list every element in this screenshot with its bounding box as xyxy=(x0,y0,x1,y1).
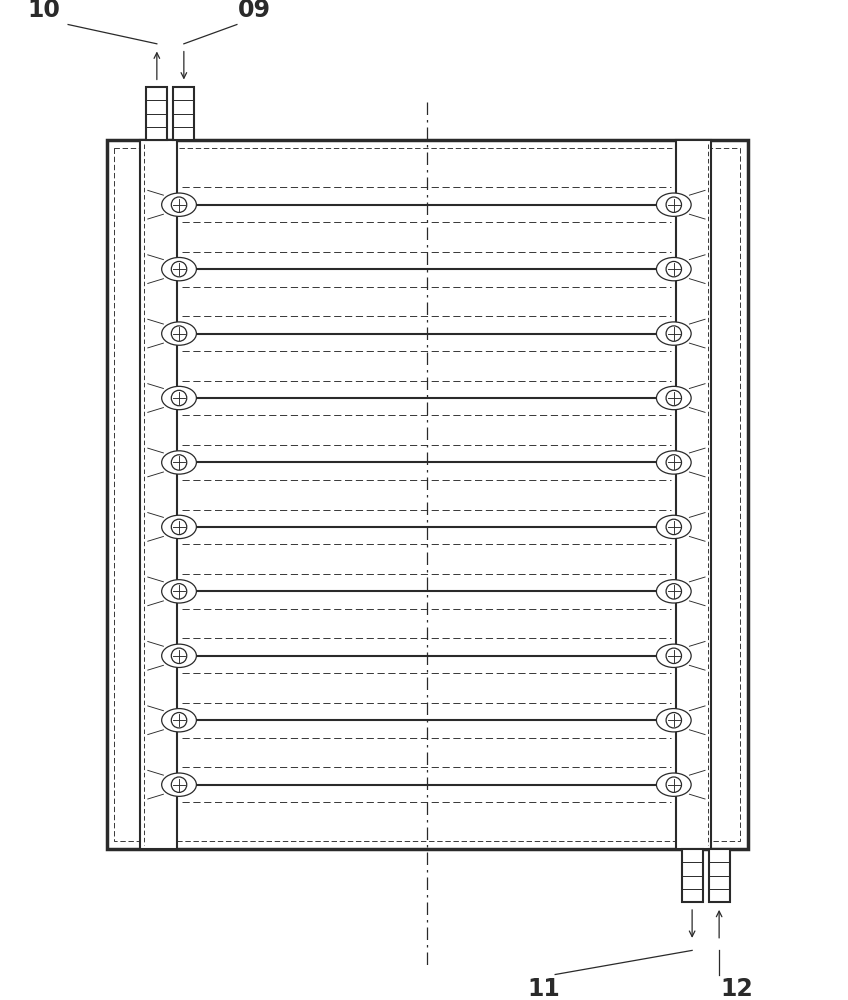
Ellipse shape xyxy=(656,322,691,345)
Text: 11: 11 xyxy=(527,977,560,1000)
Circle shape xyxy=(666,648,682,664)
Ellipse shape xyxy=(162,386,197,410)
Text: 10: 10 xyxy=(28,0,60,22)
Circle shape xyxy=(666,326,682,341)
Bar xyxy=(676,140,711,849)
Circle shape xyxy=(666,777,682,792)
Circle shape xyxy=(171,584,187,599)
Circle shape xyxy=(171,326,187,341)
Bar xyxy=(141,140,177,849)
Ellipse shape xyxy=(656,257,691,281)
Circle shape xyxy=(666,584,682,599)
Circle shape xyxy=(171,648,187,664)
Ellipse shape xyxy=(656,580,691,603)
Circle shape xyxy=(666,455,682,470)
Circle shape xyxy=(666,261,682,277)
Ellipse shape xyxy=(656,644,691,667)
Circle shape xyxy=(171,261,187,277)
Ellipse shape xyxy=(656,386,691,410)
Bar xyxy=(114,148,740,841)
Circle shape xyxy=(171,390,187,406)
Ellipse shape xyxy=(656,193,691,216)
Circle shape xyxy=(666,713,682,728)
Ellipse shape xyxy=(656,709,691,732)
Bar xyxy=(682,849,703,902)
Bar xyxy=(146,87,167,140)
Ellipse shape xyxy=(656,515,691,539)
Ellipse shape xyxy=(162,773,197,796)
Bar xyxy=(173,87,194,140)
Ellipse shape xyxy=(162,644,197,667)
Ellipse shape xyxy=(162,193,197,216)
Bar xyxy=(107,140,748,849)
Ellipse shape xyxy=(162,322,197,345)
Circle shape xyxy=(171,777,187,792)
Circle shape xyxy=(171,455,187,470)
Ellipse shape xyxy=(162,451,197,474)
Ellipse shape xyxy=(162,515,197,539)
Ellipse shape xyxy=(162,257,197,281)
Circle shape xyxy=(171,713,187,728)
Text: 12: 12 xyxy=(720,977,753,1000)
Ellipse shape xyxy=(162,580,197,603)
Circle shape xyxy=(666,197,682,212)
Ellipse shape xyxy=(162,709,197,732)
Circle shape xyxy=(171,197,187,212)
Ellipse shape xyxy=(656,773,691,796)
Text: 09: 09 xyxy=(237,0,271,22)
Circle shape xyxy=(666,390,682,406)
Bar xyxy=(709,849,730,902)
Circle shape xyxy=(171,519,187,535)
Ellipse shape xyxy=(656,451,691,474)
Circle shape xyxy=(666,519,682,535)
